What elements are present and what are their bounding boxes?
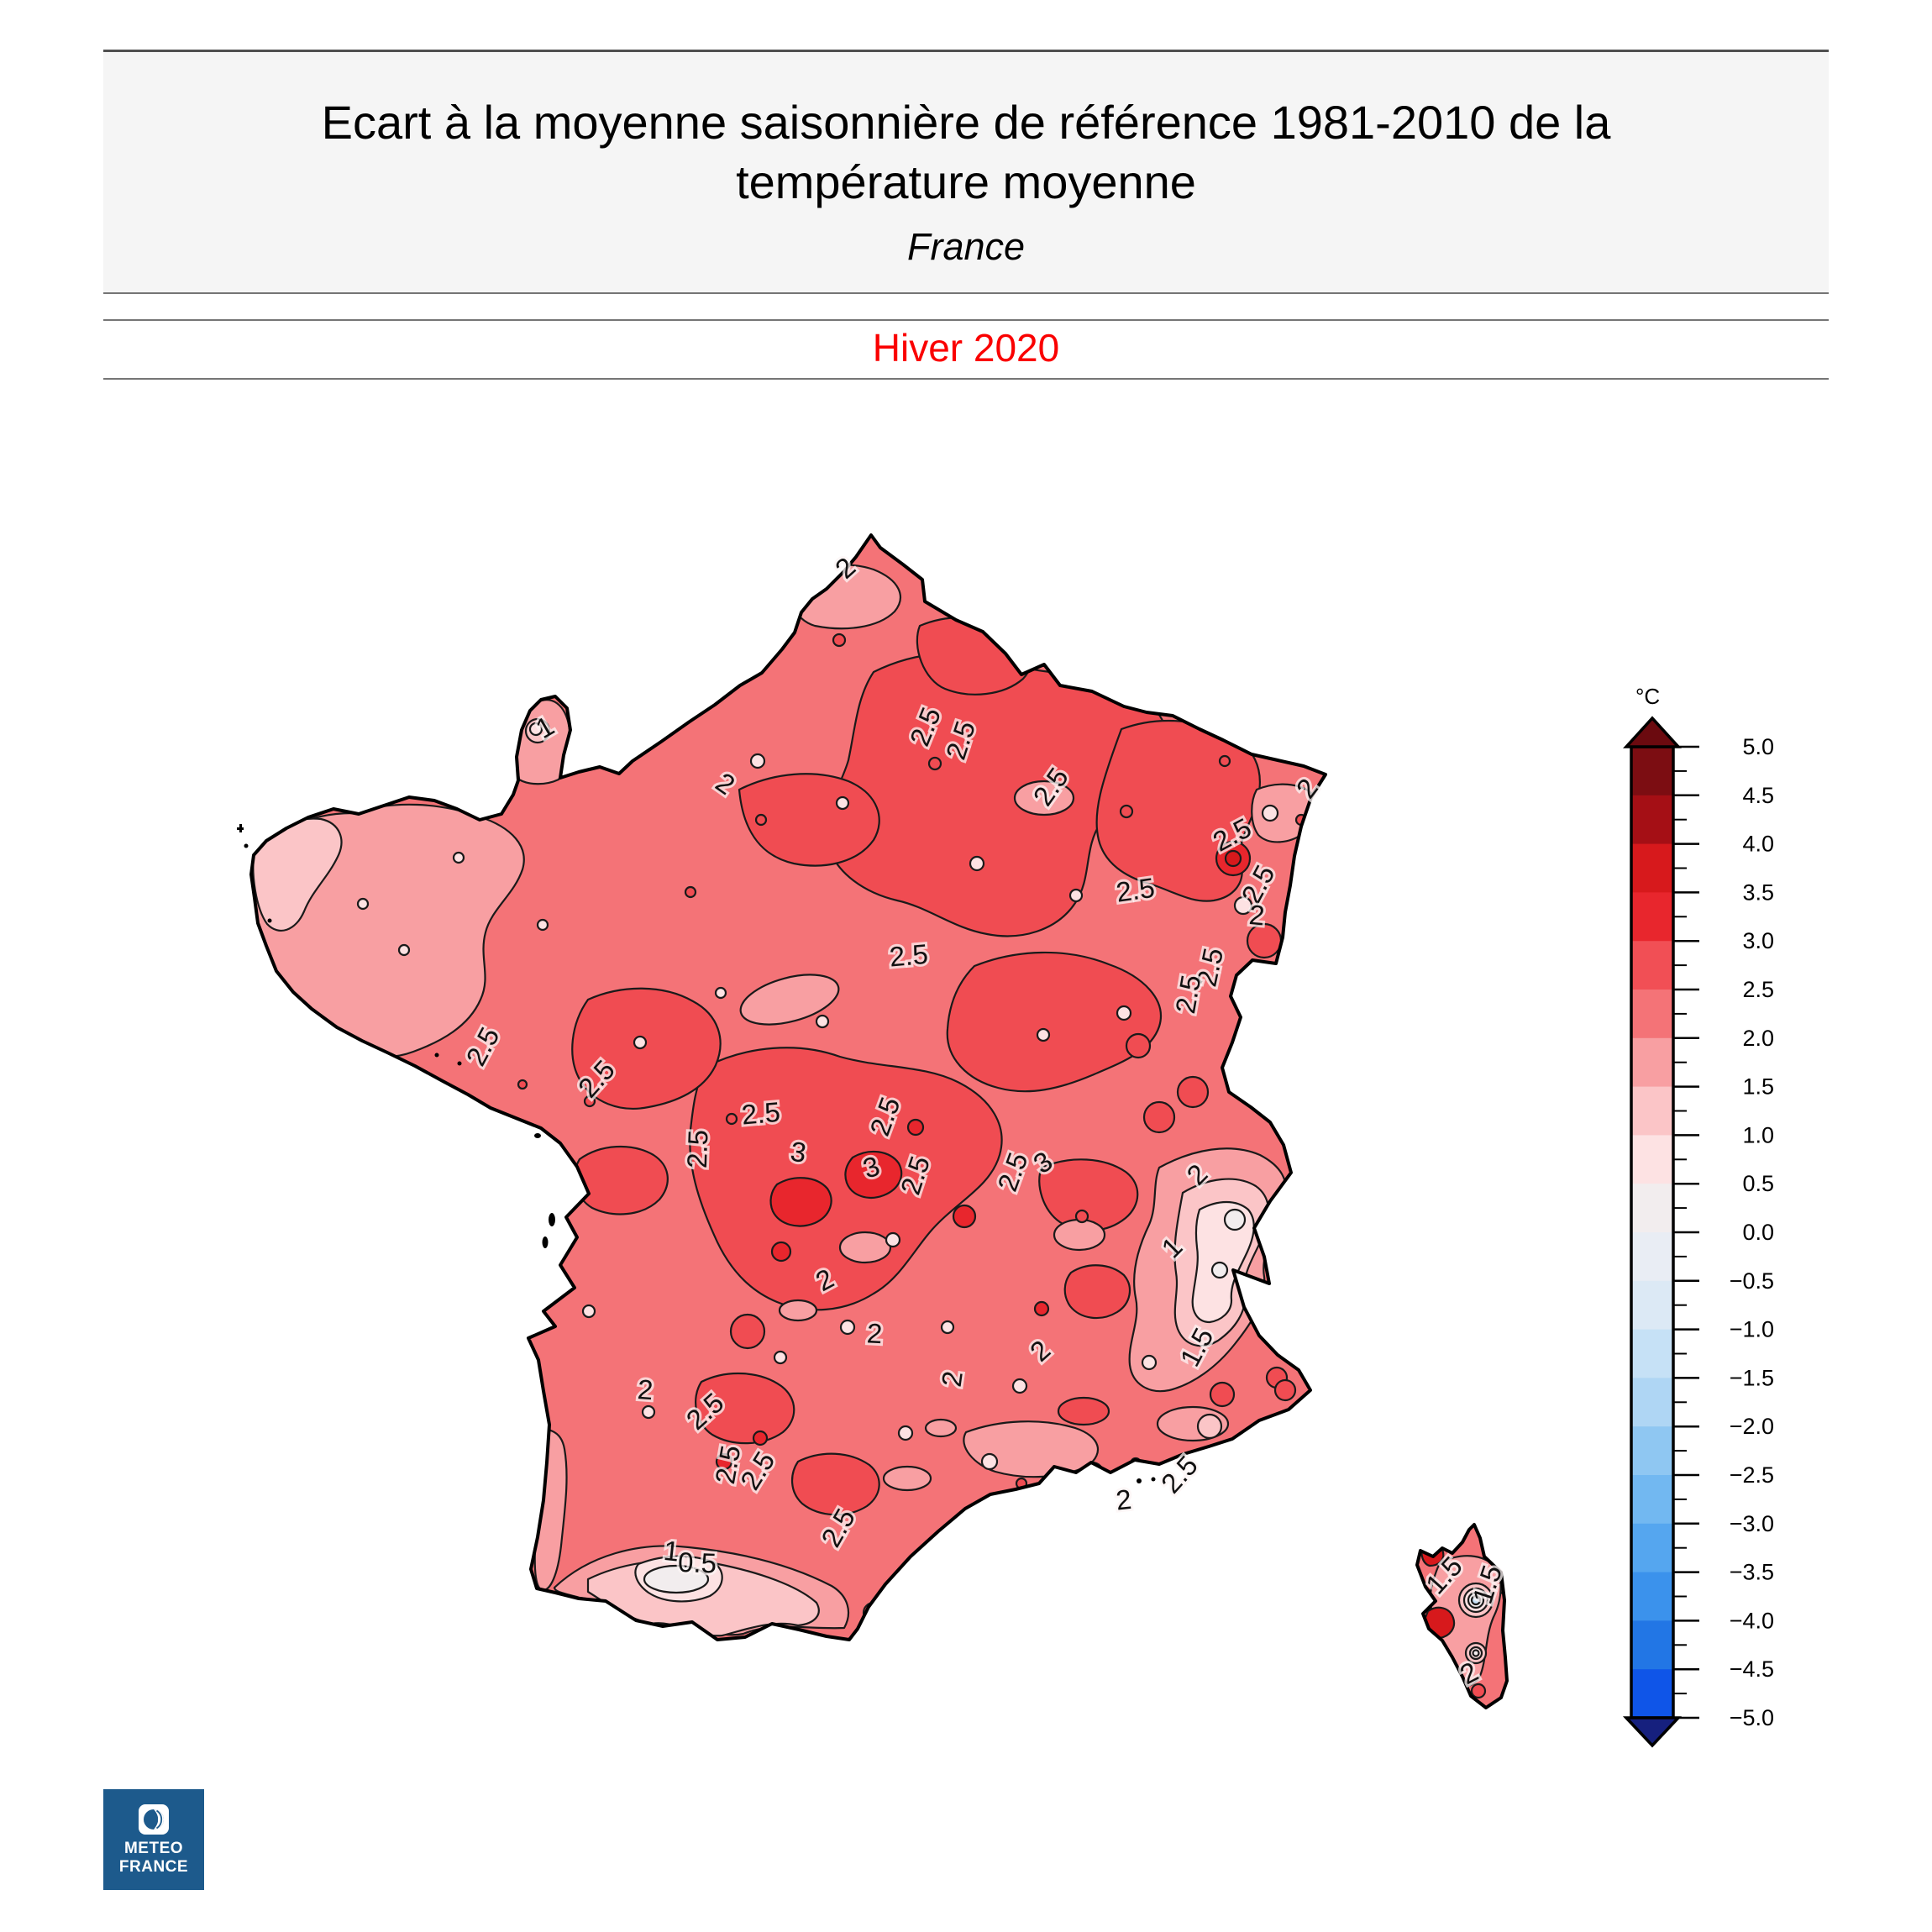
page-title-line2: température moyenne xyxy=(736,155,1196,208)
svg-text:3.5: 3.5 xyxy=(1742,879,1774,905)
temperature-colorbar: 5.0 4.5 4.0 3.5 3.0 2.5 2.0 1.5 1.0 0.5 0.0 −0.5 −1.… xyxy=(1622,684,1774,1748)
svg-text:3.0: 3.0 xyxy=(1742,928,1774,953)
contour-label: 2.5 xyxy=(1169,973,1206,1016)
contour-label: 2.5 xyxy=(740,1096,781,1131)
svg-text:−1.0: −1.0 xyxy=(1730,1317,1774,1342)
svg-text:0.5: 0.5 xyxy=(1742,1171,1774,1196)
contour-label: 2 xyxy=(637,1373,654,1405)
divider-line-top xyxy=(103,319,1829,321)
svg-text:−0.5: −0.5 xyxy=(1730,1268,1774,1294)
svg-text:0.0: 0.0 xyxy=(1742,1220,1774,1245)
svg-text:−4.5: −4.5 xyxy=(1730,1656,1774,1682)
page-title-line1: Ecart à la moyenne saisonnière de référe… xyxy=(321,96,1611,149)
contour-label: 0.5 xyxy=(678,1546,717,1579)
svg-text:1.5: 1.5 xyxy=(1742,1074,1774,1100)
svg-text:−3.0: −3.0 xyxy=(1730,1511,1774,1536)
svg-text:−5.0: −5.0 xyxy=(1730,1705,1774,1730)
svg-text:−2.5: −2.5 xyxy=(1730,1462,1774,1488)
season-label: Hiver 2020 xyxy=(872,326,1060,370)
contour-label: 2 xyxy=(1247,899,1266,931)
france-anomaly-map: 22.52.52 2.52.522.522.52.52.52.52.52.52.5… xyxy=(237,533,1510,1709)
svg-text:−2.0: −2.0 xyxy=(1730,1414,1774,1439)
islets xyxy=(237,824,1156,1483)
title-panel: Ecart à la moyenne saisonnière de référe… xyxy=(103,50,1829,294)
divider-line-bottom xyxy=(103,378,1829,380)
svg-text:−4.0: −4.0 xyxy=(1730,1608,1774,1633)
contour-label: 2.5 xyxy=(681,1129,714,1168)
svg-text:−3.5: −3.5 xyxy=(1730,1560,1774,1585)
contour-label: 2.5 xyxy=(1114,872,1157,908)
svg-text:°C: °C xyxy=(1635,684,1660,709)
contour-label: 2 xyxy=(866,1317,883,1349)
svg-text:2.5: 2.5 xyxy=(1742,977,1774,1002)
meteo-france-logo: METEO FRANCE xyxy=(103,1789,204,1890)
svg-text:4.5: 4.5 xyxy=(1742,783,1774,808)
meteo-france-globe-icon xyxy=(139,1804,169,1835)
page-subtitle: France xyxy=(906,225,1026,268)
svg-text:2.0: 2.0 xyxy=(1742,1026,1774,1051)
svg-text:1.0: 1.0 xyxy=(1742,1122,1774,1147)
svg-text:4.0: 4.0 xyxy=(1742,832,1774,857)
svg-text:−1.5: −1.5 xyxy=(1730,1365,1774,1390)
contour-label: 2.5 xyxy=(888,938,929,973)
svg-text:5.0: 5.0 xyxy=(1742,734,1774,759)
contour-fills xyxy=(252,564,1507,1699)
logo-text-line1: METEO xyxy=(123,1840,184,1857)
contour-label: 2 xyxy=(1115,1483,1133,1516)
logo-text-line2: FRANCE xyxy=(118,1858,189,1876)
